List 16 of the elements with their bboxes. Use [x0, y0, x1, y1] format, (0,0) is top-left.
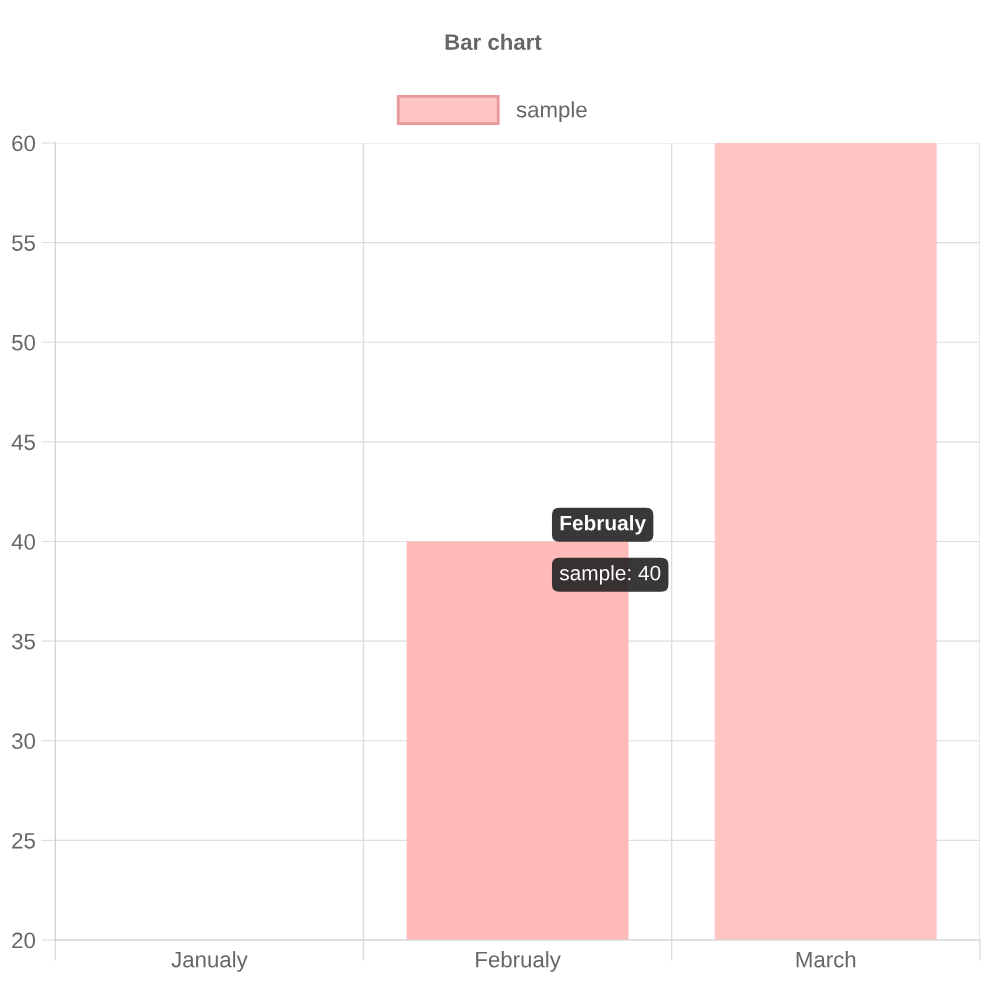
x-tick-label: Februaly: [476, 951, 561, 972]
y-tick-label: 40: [11, 534, 36, 550]
y-tick-label: 30: [12, 733, 36, 750]
annotation: Februaly: [560, 515, 646, 535]
y-tick-label: 60: [12, 135, 36, 152]
y-tick-label: 45: [11, 434, 35, 451]
legend-label: sample: [516, 101, 587, 122]
y-tick-label: 55: [12, 235, 35, 251]
y-tick-label: 50: [12, 334, 36, 351]
x-tick-label: Janualy: [171, 951, 248, 972]
x-tick-label: March: [796, 951, 856, 968]
annotation: sample: 40: [559, 565, 661, 585]
y-tick-label: 25: [12, 832, 35, 849]
y-tick-label: 20: [12, 932, 36, 949]
chart-title: Bar chart: [445, 33, 542, 50]
y-tick-label: 35: [12, 633, 35, 650]
